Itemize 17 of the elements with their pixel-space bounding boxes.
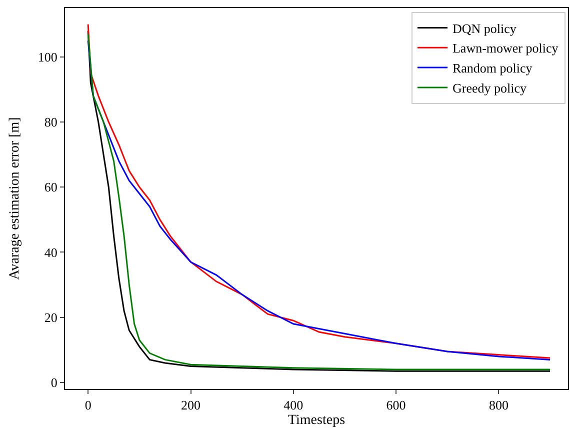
y-tick-label: 0 — [50, 375, 58, 390]
y-tick-label: 100 — [38, 49, 58, 64]
legend-label: DQN policy — [452, 20, 517, 36]
x-tick-label: 800 — [488, 398, 508, 413]
y-tick-label: 60 — [44, 180, 58, 195]
x-axis-title: Timesteps — [288, 412, 346, 428]
y-tick-label: 40 — [44, 244, 58, 260]
x-tick-label: 200 — [181, 398, 200, 413]
legend-label: Lawn-mower policy — [452, 40, 559, 56]
y-axis-title: Avarage estimation error [m] — [8, 117, 22, 280]
x-tick-label: 600 — [386, 398, 406, 413]
legend-label: Random policy — [452, 60, 533, 76]
y-tick-label: 20 — [44, 310, 58, 325]
y-tick-label: 80 — [44, 114, 58, 130]
legend-label: Greedy policy — [452, 80, 527, 96]
x-tick-label: 400 — [284, 398, 304, 413]
x-tick-label: 0 — [84, 398, 92, 413]
